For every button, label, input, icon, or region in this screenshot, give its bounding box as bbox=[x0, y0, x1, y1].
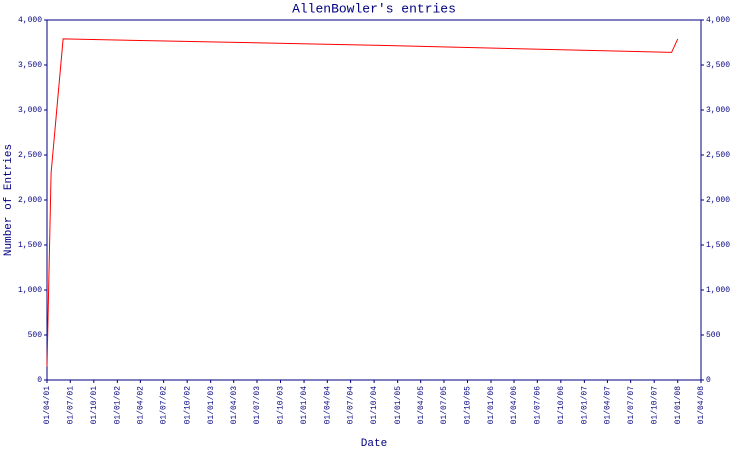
x-tick-label: 01/10/06 bbox=[557, 386, 566, 425]
x-tick-label: 01/10/05 bbox=[464, 386, 473, 425]
x-axis-title: Date bbox=[361, 438, 387, 450]
x-tick-label: 01/04/08 bbox=[697, 386, 706, 425]
y2-tick-label: 3,000 bbox=[706, 106, 730, 115]
x-tick-label: 01/01/05 bbox=[394, 386, 403, 425]
x-tick-label: 01/10/07 bbox=[650, 386, 659, 425]
x-tick-label: 01/10/01 bbox=[90, 386, 99, 425]
x-tick-label: 01/01/08 bbox=[674, 386, 683, 425]
x-tick-label: 01/07/05 bbox=[440, 386, 449, 425]
y-tick-label: 3,000 bbox=[18, 106, 42, 115]
x-tick-label: 01/07/01 bbox=[66, 386, 75, 425]
y-tick-label: 1,500 bbox=[18, 241, 42, 250]
x-tick-label: 01/04/07 bbox=[603, 386, 612, 425]
x-tick-label: 01/04/05 bbox=[417, 386, 426, 425]
y-tick-label: 1,000 bbox=[18, 286, 42, 295]
y2-tick-label: 2,000 bbox=[706, 196, 730, 205]
data-line bbox=[46, 38, 679, 367]
y-tick-label: 3,500 bbox=[18, 61, 42, 70]
y-tick-label: 4,000 bbox=[18, 16, 42, 25]
x-tick-label: 01/07/03 bbox=[253, 386, 262, 425]
x-tick-label: 01/04/04 bbox=[323, 386, 332, 425]
x-tick-label: 01/07/07 bbox=[627, 386, 636, 425]
y-tick-label: 2,500 bbox=[18, 151, 42, 160]
x-tick-label: 01/10/02 bbox=[183, 386, 192, 425]
plot-frame bbox=[46, 19, 702, 381]
x-tick-label: 01/01/06 bbox=[487, 386, 496, 425]
x-tick-label: 01/04/03 bbox=[230, 386, 239, 425]
x-tick-label: 01/01/02 bbox=[113, 386, 122, 425]
y-axis-title: Number of Entries bbox=[3, 144, 15, 256]
y2-tick-label: 1,500 bbox=[706, 241, 730, 250]
y-tick-label: 500 bbox=[28, 331, 43, 340]
x-tick-label: 01/07/02 bbox=[160, 386, 169, 425]
y2-tick-label: 3,500 bbox=[706, 61, 730, 70]
y-tick-label: 2,000 bbox=[18, 196, 42, 205]
x-tick-label: 01/10/04 bbox=[370, 386, 379, 425]
x-tick-label: 01/04/02 bbox=[136, 386, 145, 425]
y-tick-label: 0 bbox=[37, 376, 42, 385]
x-tick-label: 01/10/03 bbox=[277, 386, 286, 425]
y2-tick-label: 500 bbox=[706, 331, 721, 340]
x-tick-label: 01/07/06 bbox=[533, 386, 542, 425]
x-tick-label: 01/04/01 bbox=[43, 386, 52, 425]
x-tick-label: 01/01/07 bbox=[580, 386, 589, 425]
x-tick-label: 01/01/04 bbox=[300, 386, 309, 425]
x-tick-label: 01/07/04 bbox=[347, 386, 356, 425]
y2-tick-label: 2,500 bbox=[706, 151, 730, 160]
chart-title: AllenBowler's entries bbox=[292, 1, 456, 16]
x-tick-label: 01/01/03 bbox=[207, 386, 216, 425]
y2-tick-label: 0 bbox=[706, 376, 711, 385]
y2-tick-label: 1,000 bbox=[706, 286, 730, 295]
y2-tick-label: 4,000 bbox=[706, 16, 730, 25]
x-tick-label: 01/04/06 bbox=[510, 386, 519, 425]
